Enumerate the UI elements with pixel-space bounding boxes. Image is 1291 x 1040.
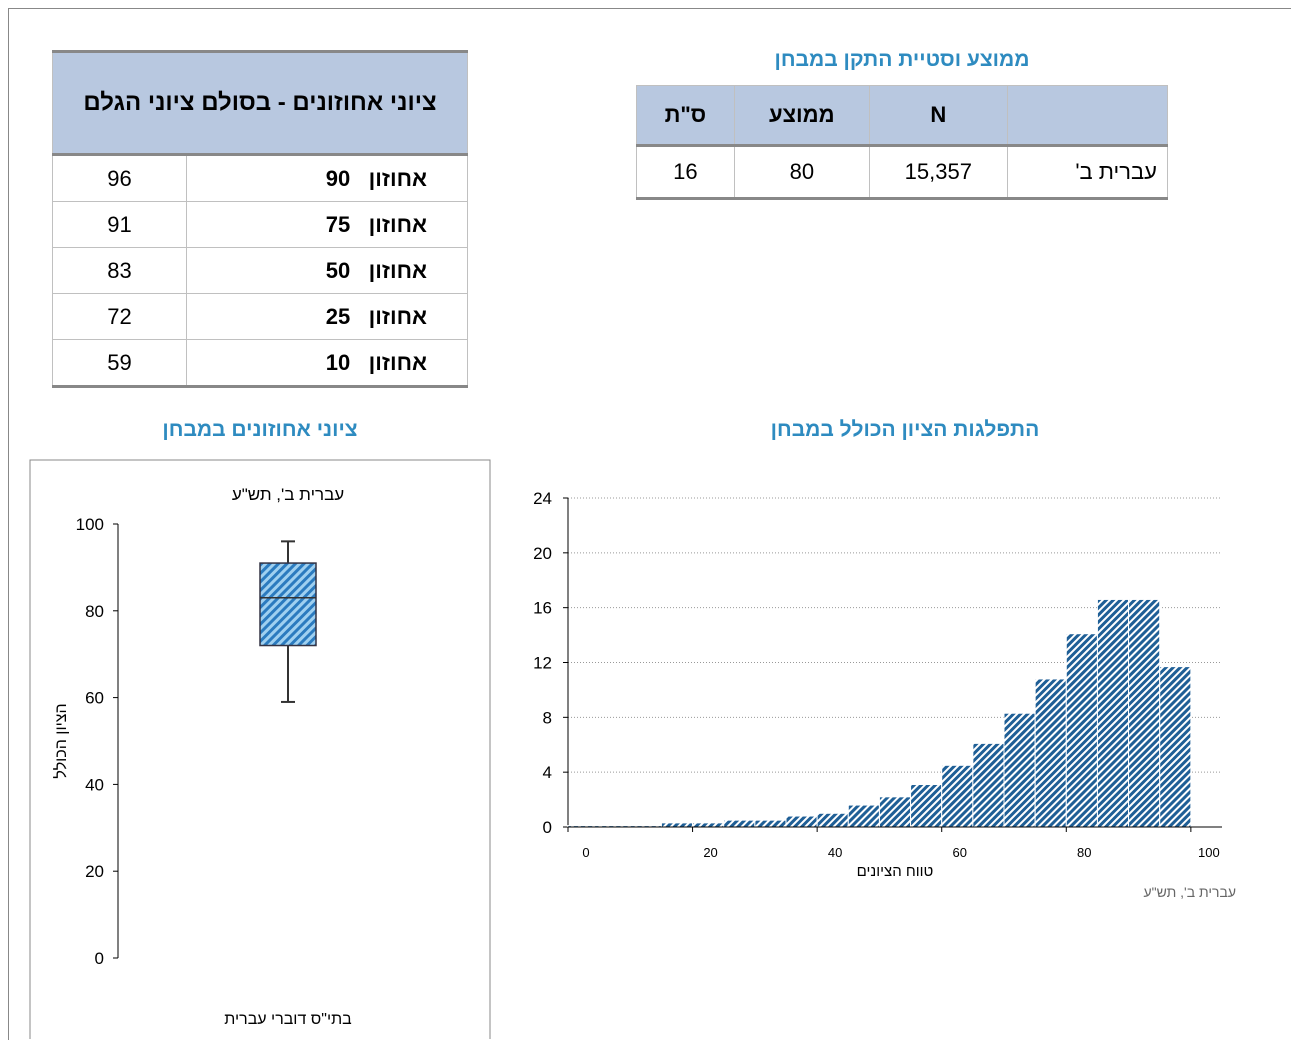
row: אחוזון 25 72 <box>52 293 468 340</box>
percentile-value-cell: 83 <box>52 247 187 294</box>
header-cell <box>1006 85 1169 147</box>
cell: 80 <box>733 145 870 200</box>
bar <box>1159 666 1192 828</box>
y-tick-label: 80 <box>85 602 104 621</box>
bar <box>1096 598 1130 828</box>
box-chart-frame <box>29 459 491 1039</box>
row: עברית ב' 15,357 80 16 <box>636 145 1169 200</box>
percentile-word: אחוזון <box>368 303 427 329</box>
percentile-number: 10 <box>325 349 351 375</box>
row: אחוזון 75 91 <box>52 201 468 248</box>
x-tick-label: 100 <box>1198 845 1220 860</box>
percentile-table: ציוני אחוזונים - בסולם ציוני הגלם אחוזון… <box>52 50 468 388</box>
header-cell: N <box>868 85 1008 147</box>
y-tick-label: 4 <box>543 763 552 782</box>
bar <box>1003 712 1036 828</box>
bar <box>972 742 1005 828</box>
y-tick-label: 16 <box>533 599 552 618</box>
bar <box>1128 598 1161 828</box>
percentile-number: 90 <box>325 165 351 191</box>
x-tick-label: 0 <box>582 845 589 860</box>
stats-title: ממוצע וסטיית התקן במבחן <box>774 48 1030 71</box>
percentile-word: אחוזון <box>368 165 427 191</box>
y-tick-label: 20 <box>533 544 552 563</box>
percentile-value-cell: 96 <box>52 154 187 202</box>
bar <box>847 804 880 828</box>
percentile-number: 25 <box>325 303 351 329</box>
y-tick-label: 20 <box>85 862 104 881</box>
percentile-word: אחוזון <box>368 211 427 237</box>
percentile-word: אחוזון <box>368 349 427 375</box>
percentile-word: אחוזון <box>368 257 427 283</box>
percentile-value-cell: 72 <box>52 293 187 340</box>
x-axis-label: טווח הציונים <box>857 863 934 880</box>
header-cell: ס"ת <box>636 85 735 147</box>
percentile-value-cell: 59 <box>52 339 187 388</box>
bar <box>785 815 818 828</box>
y-tick-label: 0 <box>95 949 104 968</box>
x-tick-label: 40 <box>828 845 842 860</box>
y-tick-label: 0 <box>543 818 552 837</box>
box-heading: ציוני אחוזונים במבחן <box>162 418 358 441</box>
x-category-label: בתי"ס דוברי עברית <box>224 1011 352 1028</box>
cell: עברית ב' <box>1006 145 1169 200</box>
y-tick-label: 8 <box>543 708 552 727</box>
y-tick-label: 60 <box>85 689 104 708</box>
bar <box>1065 633 1098 828</box>
bar <box>878 796 912 828</box>
row: אחוזון 90 96 <box>52 154 468 202</box>
bar <box>754 819 787 828</box>
bar <box>723 819 756 828</box>
x-tick-label: 80 <box>1077 845 1091 860</box>
y-tick-label: 100 <box>76 515 104 534</box>
bar <box>1034 678 1067 828</box>
percentile-number: 50 <box>325 257 351 283</box>
bar <box>816 812 849 828</box>
bar <box>910 784 943 828</box>
cell: 16 <box>636 145 735 200</box>
page-frame <box>8 8 1291 1040</box>
y-tick-label: 40 <box>85 775 104 794</box>
percentile-number: 75 <box>325 211 351 237</box>
y-tick-label: 12 <box>533 654 552 673</box>
y-tick-label: 24 <box>533 489 552 508</box>
percentile-label-cell: אחוזון 50 <box>186 247 468 294</box>
header-row: ציוני אחוזונים - בסולם ציוני הגלם <box>52 50 468 156</box>
histogram-heading: התפלגות הציון הכולל במבחן <box>770 418 1040 441</box>
note: עברית ב', תש"ע <box>1144 884 1236 900</box>
y-axis-label: הציון הכולל <box>52 703 70 778</box>
percentile-label-cell: אחוזון 10 <box>186 339 468 388</box>
percentile-value-cell: 91 <box>52 201 187 248</box>
cell: 15,357 <box>868 145 1008 200</box>
header-cell: ממוצע <box>733 85 870 147</box>
bar <box>941 764 974 828</box>
percentile-label-cell: אחוזון 90 <box>186 154 468 202</box>
x-tick-label: 60 <box>952 845 966 860</box>
box-chart-title: עברית ב', תש"ע <box>232 485 344 504</box>
bar <box>660 822 694 828</box>
box <box>259 562 317 647</box>
header-cell: ציוני אחוזונים - בסולם ציוני הגלם <box>52 50 468 156</box>
x-tick-label: 20 <box>703 845 717 860</box>
row: אחוזון 10 59 <box>52 339 468 388</box>
stats-table: N ממוצע ס"ת עברית ב' 15,357 80 16 <box>636 85 1169 200</box>
bar <box>692 822 725 828</box>
row: אחוזון 50 83 <box>52 247 468 294</box>
header-row: N ממוצע ס"ת <box>636 85 1169 147</box>
